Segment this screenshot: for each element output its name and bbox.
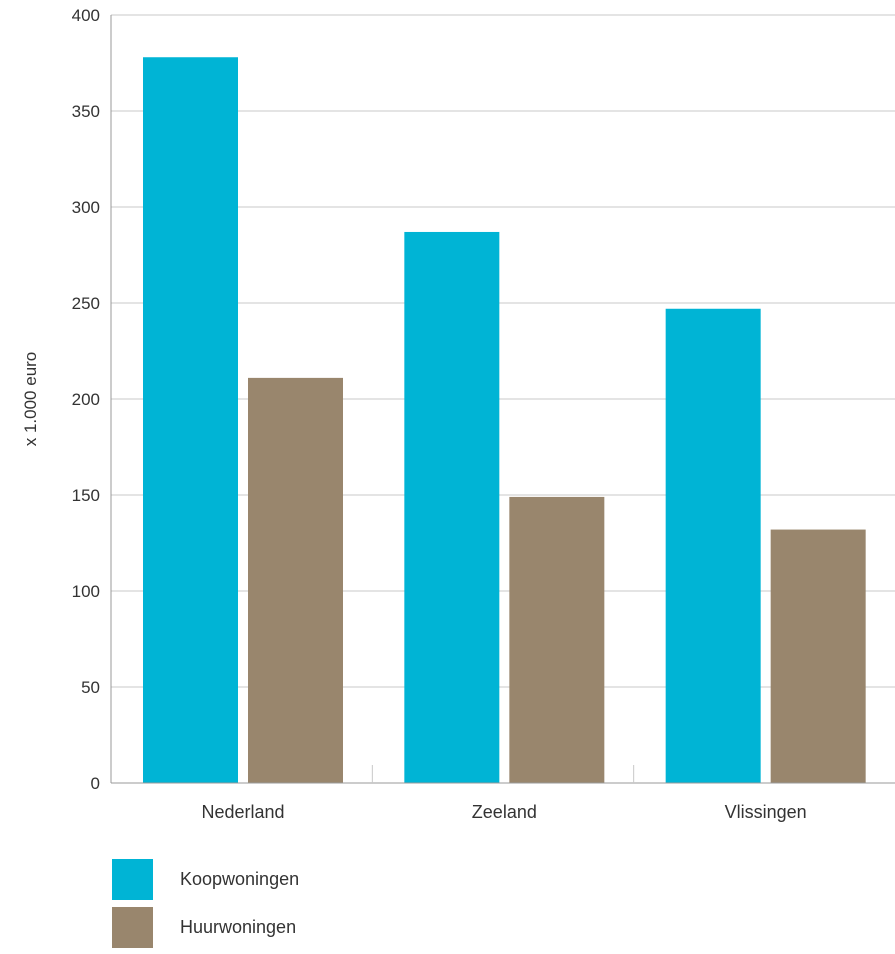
legend-item-huurwoningen: Huurwoningen: [112, 906, 299, 948]
y-tick-label: 150: [72, 486, 100, 505]
legend-item-koopwoningen: Koopwoningen: [112, 858, 299, 900]
y-tick-label: 250: [72, 294, 100, 313]
bar-huurwoningen-vlissingen: [770, 529, 866, 783]
bar-koopwoningen-nederland: [143, 57, 238, 784]
category-label: Vlissingen: [725, 802, 807, 822]
bar-koopwoningen-zeeland: [404, 231, 500, 783]
x-axis-separators: [371, 765, 635, 783]
y-tick-label: 350: [72, 102, 100, 121]
category-label: Zeeland: [472, 802, 537, 822]
bars: [143, 57, 866, 784]
legend-swatch-koopwoningen: [112, 858, 153, 900]
category-labels: Nederland Zeeland Vlissingen: [201, 802, 806, 822]
legend: Koopwoningen Huurwoningen: [112, 858, 299, 954]
legend-swatch-huurwoningen: [112, 906, 153, 948]
bar-koopwoningen-vlissingen: [665, 308, 761, 783]
y-axis-title: x 1.000 euro: [21, 352, 40, 447]
y-tick-label: 200: [72, 390, 100, 409]
y-tick-labels: 0 50 100 150 200 250 300 350 400: [72, 6, 100, 793]
y-tick-label: 100: [72, 582, 100, 601]
legend-label-huurwoningen: Huurwoningen: [180, 916, 297, 937]
bar-chart: 0 50 100 150 200 250 300 350 400 Nederland Zeelan…: [21, 6, 895, 822]
y-tick-label: 400: [72, 6, 100, 25]
legend-label-koopwoningen: Koopwoningen: [180, 868, 300, 889]
gridlines: [111, 14, 895, 688]
bar-huurwoningen-nederland: [248, 377, 343, 783]
y-tick-label: 0: [91, 774, 100, 793]
bar-huurwoningen-zeeland: [509, 496, 605, 783]
y-tick-label: 300: [72, 198, 100, 217]
y-tick-label: 50: [81, 678, 100, 697]
category-label: Nederland: [201, 802, 284, 822]
